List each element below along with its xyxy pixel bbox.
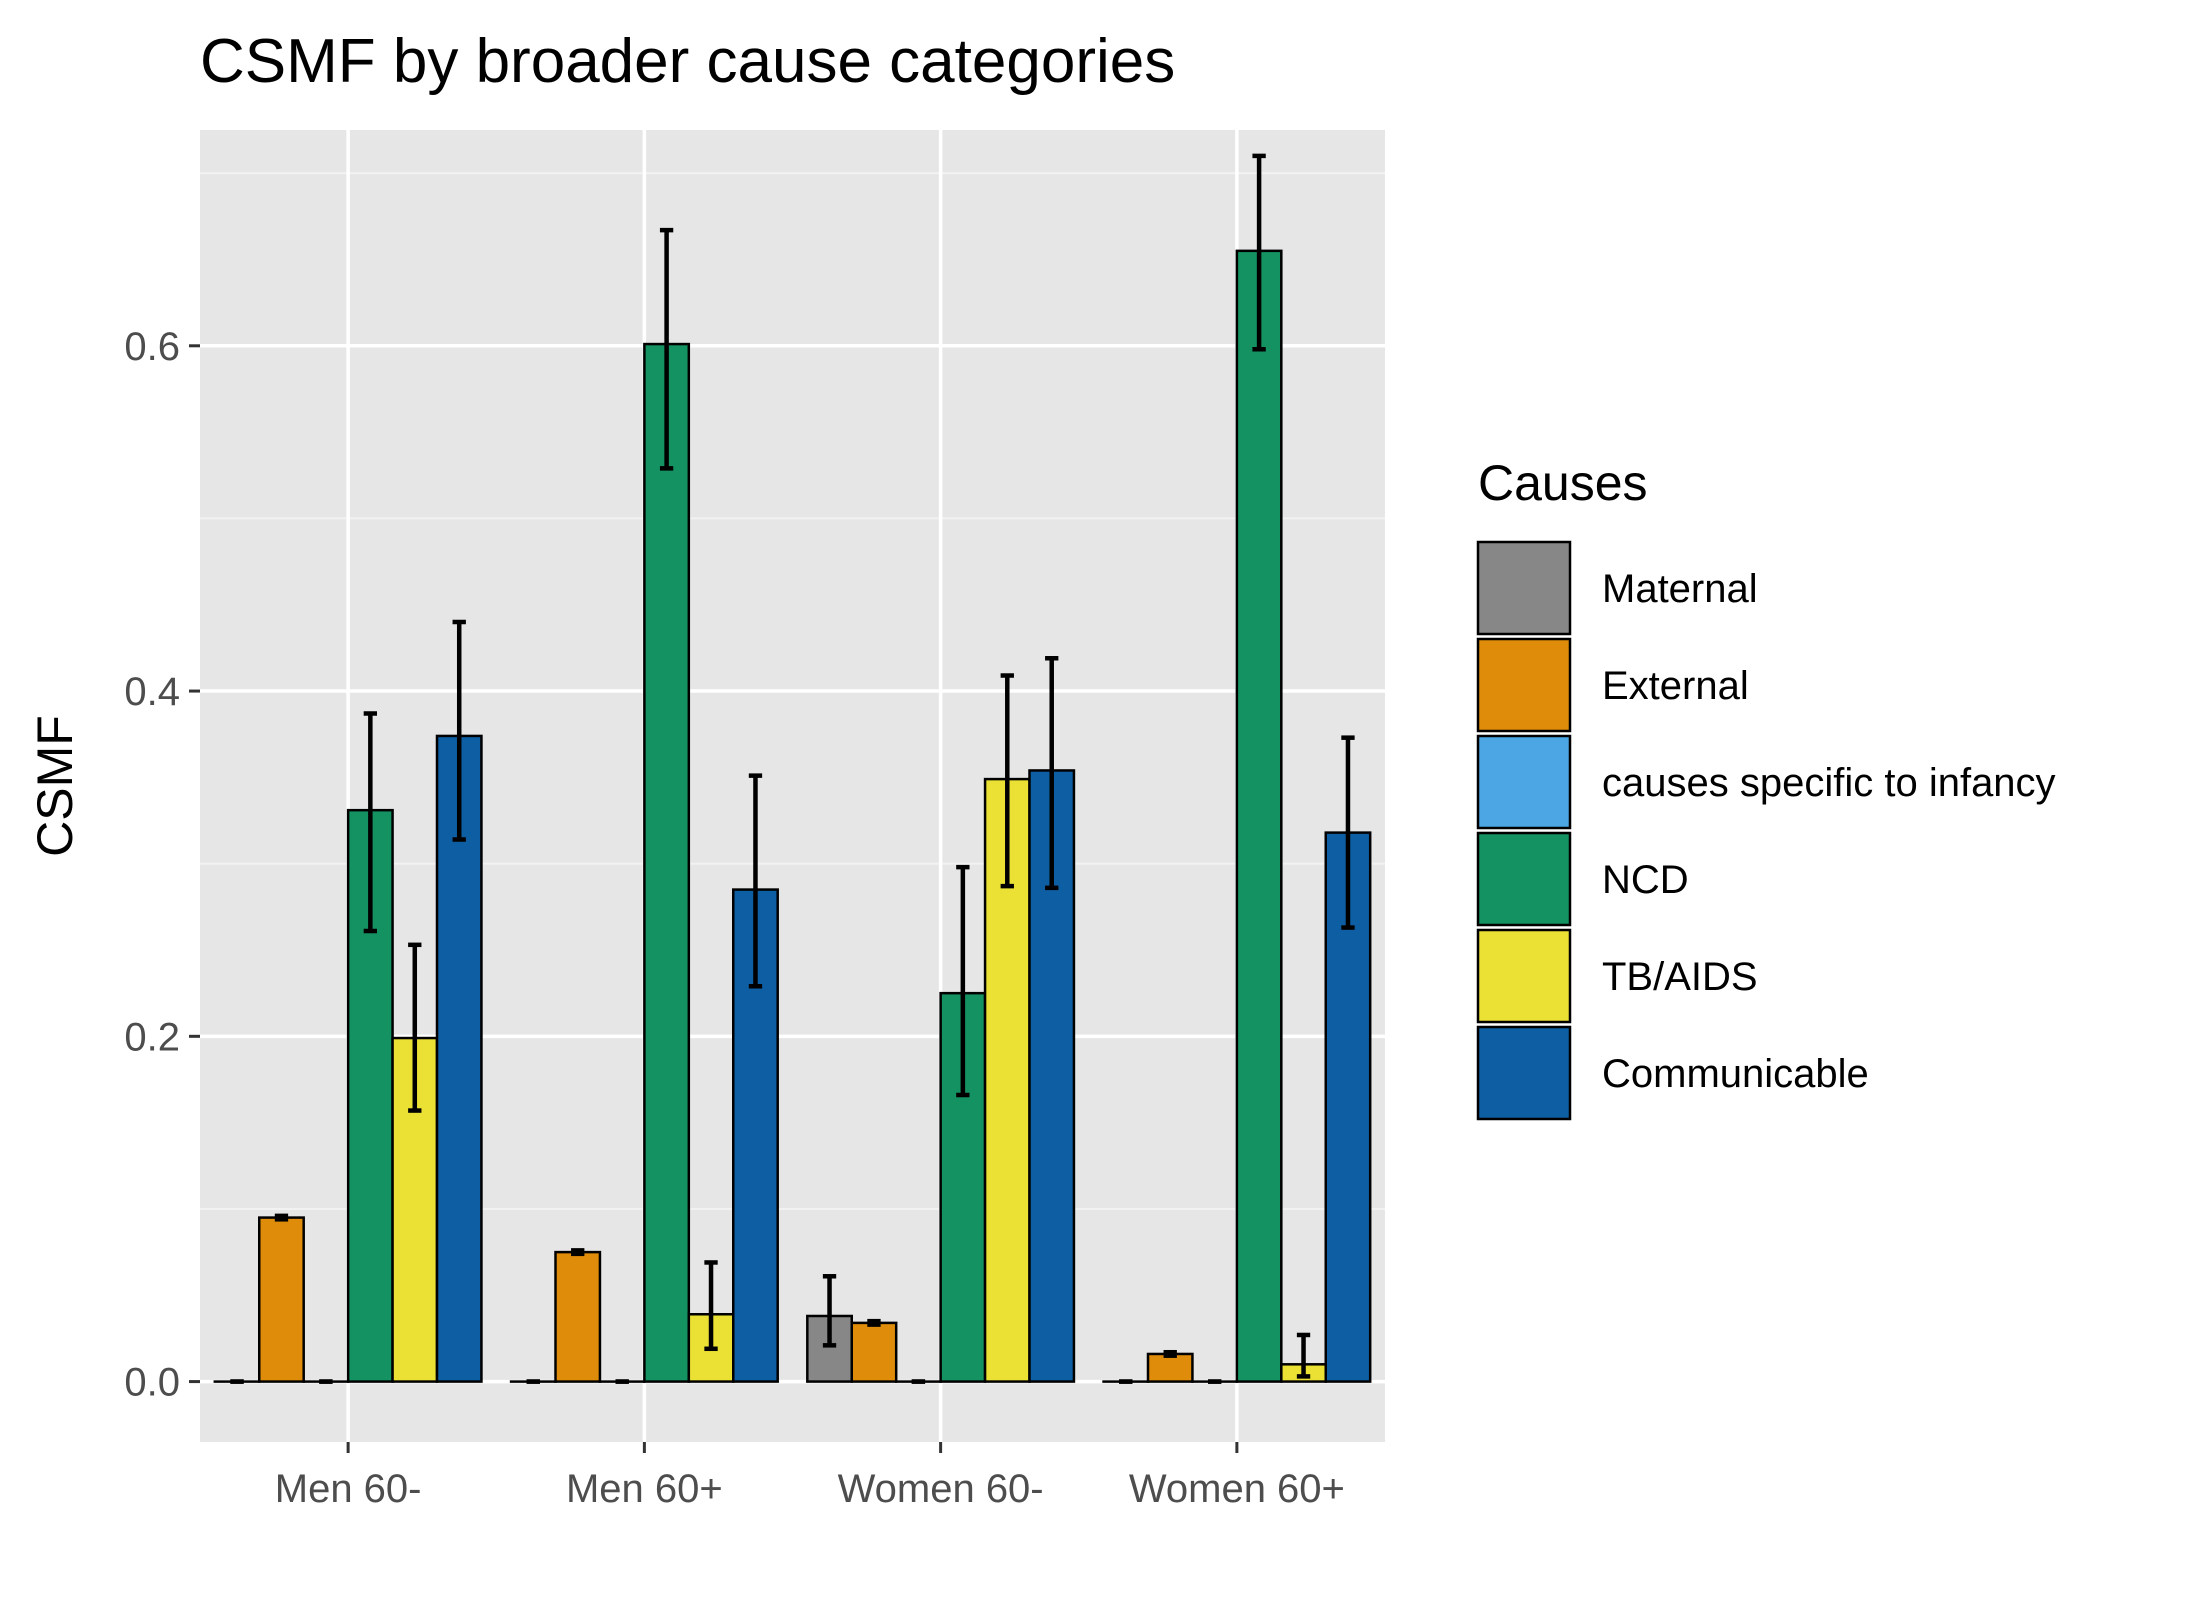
- legend-item: causes specific to infancy: [1476, 734, 2056, 830]
- x-tick-label: Men 60-: [275, 1467, 422, 1511]
- bar: [643, 342, 691, 1383]
- error-bar: [1341, 735, 1355, 930]
- error-bar: [363, 711, 378, 934]
- error-bar: [571, 1248, 585, 1257]
- legend-label: Maternal: [1602, 567, 1758, 611]
- x-axis: Men 60- Men 60+ Women 60- Women 60+: [275, 1442, 1345, 1511]
- error-bar: [408, 942, 422, 1113]
- error-bar: [659, 227, 674, 471]
- bar-layer: [213, 249, 1372, 1383]
- bar: [435, 734, 483, 1383]
- y-axis: 0.0 0.2 0.4 0.6: [124, 325, 200, 1405]
- y-tick-label: 0.6: [124, 325, 180, 369]
- legend-label: NCD: [1602, 858, 1689, 902]
- legend: Causes Maternal External causes specific t…: [1476, 455, 2056, 1121]
- chart-title: CSMF by broader cause categories: [200, 27, 1175, 96]
- error-bar: [452, 619, 466, 842]
- error-bar: [1296, 1332, 1311, 1379]
- legend-item: Communicable: [1476, 1025, 1869, 1121]
- legend-label: Communicable: [1602, 1052, 1869, 1096]
- bar: [1235, 249, 1283, 1383]
- y-axis-title: CSMF: [27, 715, 83, 857]
- y-tick-label: 0.4: [124, 670, 180, 714]
- legend-item: TB/AIDS: [1476, 928, 1758, 1024]
- error-bar: [1252, 153, 1266, 352]
- x-tick-label: Men 60+: [566, 1467, 723, 1511]
- bar: [554, 1250, 602, 1383]
- legend-title: Causes: [1478, 455, 1648, 511]
- x-tick-label: Women 60+: [1129, 1467, 1345, 1511]
- legend-label: External: [1602, 664, 1749, 708]
- error-bar: [1163, 1349, 1177, 1358]
- error-bar: [822, 1274, 837, 1348]
- legend-label: causes specific to infancy: [1602, 761, 2056, 805]
- legend-keys: Maternal External causes specific to infan…: [1476, 540, 2056, 1121]
- legend-item: Maternal: [1476, 540, 1758, 636]
- error-bar: [704, 1260, 718, 1352]
- legend-label: TB/AIDS: [1602, 955, 1758, 999]
- error-bar: [1000, 673, 1014, 889]
- legend-swatch: [1476, 928, 1572, 1024]
- legend-swatch: [1476, 637, 1572, 733]
- legend-swatch: [1476, 1025, 1572, 1121]
- bar: [1146, 1352, 1194, 1383]
- legend-item: NCD: [1476, 831, 1689, 927]
- x-tick-label: Women 60-: [838, 1467, 1044, 1511]
- error-bar: [867, 1318, 881, 1327]
- legend-item: External: [1476, 637, 1749, 733]
- error-bar-layer: [230, 153, 1355, 1384]
- bar: [850, 1321, 898, 1383]
- y-tick-label: 0.2: [124, 1015, 180, 1059]
- error-bar: [274, 1213, 289, 1222]
- error-bar: [956, 864, 970, 1098]
- y-tick-label: 0.0: [124, 1361, 180, 1405]
- error-bar: [748, 773, 763, 989]
- legend-swatch: [1476, 540, 1572, 636]
- error-bar: [1045, 656, 1059, 891]
- legend-swatch: [1476, 831, 1572, 927]
- bar: [258, 1216, 305, 1383]
- legend-swatch: [1476, 734, 1572, 830]
